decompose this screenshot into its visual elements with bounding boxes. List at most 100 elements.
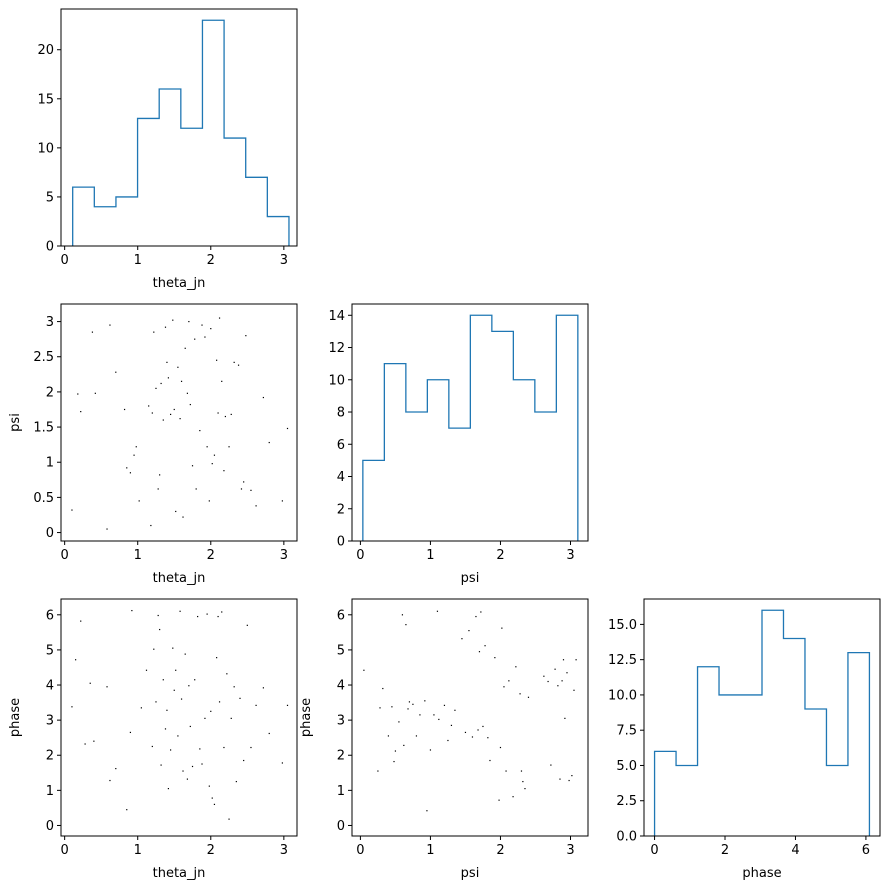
scatter-point [162,679,164,681]
y-tick-label: 3 [337,714,345,729]
scatter-point [562,659,565,661]
scatter-point [477,729,479,731]
histogram-step-line [653,609,871,836]
scatter-point [527,696,530,698]
scatter-point [206,613,208,615]
scatter-point [211,797,213,799]
y-tick-label: 2 [337,502,345,517]
x-tick-label: 0 [61,548,69,563]
scatter-point [129,472,132,474]
x-tick-label: 4 [791,843,799,858]
scatter-point [157,614,159,617]
scatter-point [167,788,170,790]
histogram-bin [741,695,762,836]
scatter-point [575,659,577,661]
x-tick-label: 3 [280,253,288,268]
y-tick-label: 8 [337,406,345,421]
scatter-point [508,680,510,682]
scatter-point [233,361,235,363]
scatter-point [126,467,128,469]
scatter-point [169,749,172,751]
scatter-point [182,516,184,518]
scatter-point [498,799,500,801]
x-axis-label: theta_jn [153,276,206,291]
scatter-point [478,651,481,653]
scatter-point [160,764,162,766]
histogram-bin [655,751,676,836]
histogram-bin [116,197,138,246]
scatter-point [150,524,152,527]
histogram-bin [159,89,181,246]
scatter-point [571,775,573,777]
scatter-point [224,415,226,418]
scatter-point [566,672,568,674]
scatter-point [164,326,167,328]
scatter-point [461,638,463,640]
scatter-point [159,628,161,631]
scatter-point [186,392,189,394]
y-tick-label: 4 [337,470,345,485]
scatter-point [172,319,174,321]
y-tick-label: 0 [46,240,54,255]
scatter-point [77,393,79,395]
axes-frame [60,303,298,542]
scatter-point [363,669,365,671]
y-axis-label: psi [8,413,23,432]
scatter-point [387,735,390,737]
y-tick-label: 1.5 [33,421,54,436]
x-tick-label: 1 [134,253,142,268]
scatter-point [123,408,126,411]
scatter-point [188,320,190,323]
scatter-point [522,780,524,783]
histogram-bin [676,765,697,836]
x-tick-label: 3 [280,548,288,563]
y-tick-label: 4 [46,679,54,694]
scatter-point [235,780,237,783]
y-tick-label: 2 [46,749,54,764]
histogram-bin [698,667,719,836]
y-tick-label: 4 [337,679,345,694]
y-tick-label: 0 [46,526,54,541]
scatter-point [221,380,223,382]
scatter-point [419,714,421,716]
histogram-bin [492,331,513,541]
scatter-point [75,659,77,661]
scatter-point [115,371,117,373]
histogram-bin [384,364,405,541]
scatter-point [223,470,225,472]
scatter-point [543,675,545,677]
scatter-point [433,714,435,716]
scatter-point [377,770,379,772]
scatter-point [243,759,245,762]
y-tick-label: 5 [46,190,54,205]
scatter-point [512,796,514,798]
scatter-point [213,803,216,805]
scatter-point [480,611,482,613]
y-tick-label: 2.5 [33,350,54,365]
scatter-point [239,697,241,699]
scatter-point [151,412,153,414]
y-tick-label: 2 [337,749,345,764]
scatter-point [184,347,186,349]
scatter-point [135,446,137,448]
x-tick-label: 2 [496,548,504,563]
scatter-point [166,709,168,711]
scatter-point [398,721,400,723]
histogram-step-line [72,19,290,246]
scatter-point [228,818,230,820]
scatter-point [201,763,203,765]
scatter-point [180,698,183,700]
scatter-point [489,759,491,762]
scatter-point [573,689,575,691]
scatter-point [189,725,191,728]
scatter-point [169,413,172,416]
scatter-point [393,760,395,763]
scatter-point [208,785,210,787]
scatter-point [184,653,186,655]
scatter-point [246,624,248,626]
panel-scatter-theta_jn-psi: 0 1 2 3 0 0.5 1 1.5 2 2.5 3 theta_jn psi [8,303,298,586]
x-tick-label: 0 [61,843,69,858]
histogram-bin [783,639,804,837]
scatter-point [412,703,414,705]
scatter-point [210,328,212,330]
